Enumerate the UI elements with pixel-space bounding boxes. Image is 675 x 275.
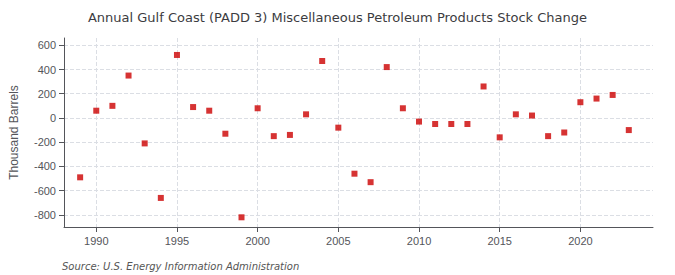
svg-text:Thousand Barrels: Thousand Barrels (7, 85, 21, 180)
svg-text:-400: -400 (34, 160, 56, 172)
svg-text:200: 200 (38, 88, 56, 100)
svg-text:Annual Gulf Coast (PADD 3) Mis: Annual Gulf Coast (PADD 3) Miscellaneous… (88, 10, 587, 25)
svg-text:-800: -800 (34, 209, 56, 221)
svg-text:0: 0 (50, 112, 56, 124)
svg-text:1990: 1990 (84, 235, 108, 247)
svg-text:2000: 2000 (245, 235, 269, 247)
svg-text:1995: 1995 (165, 235, 189, 247)
svg-text:Source: U.S. Energy Informatio: Source: U.S. Energy Information Administ… (62, 261, 299, 272)
svg-text:2020: 2020 (568, 235, 592, 247)
svg-text:400: 400 (38, 64, 56, 76)
svg-text:600: 600 (38, 39, 56, 51)
svg-text:2015: 2015 (487, 235, 511, 247)
svg-text:-200: -200 (34, 136, 56, 148)
svg-text:-600: -600 (34, 185, 56, 197)
svg-text:2005: 2005 (326, 235, 350, 247)
svg-text:2010: 2010 (407, 235, 431, 247)
